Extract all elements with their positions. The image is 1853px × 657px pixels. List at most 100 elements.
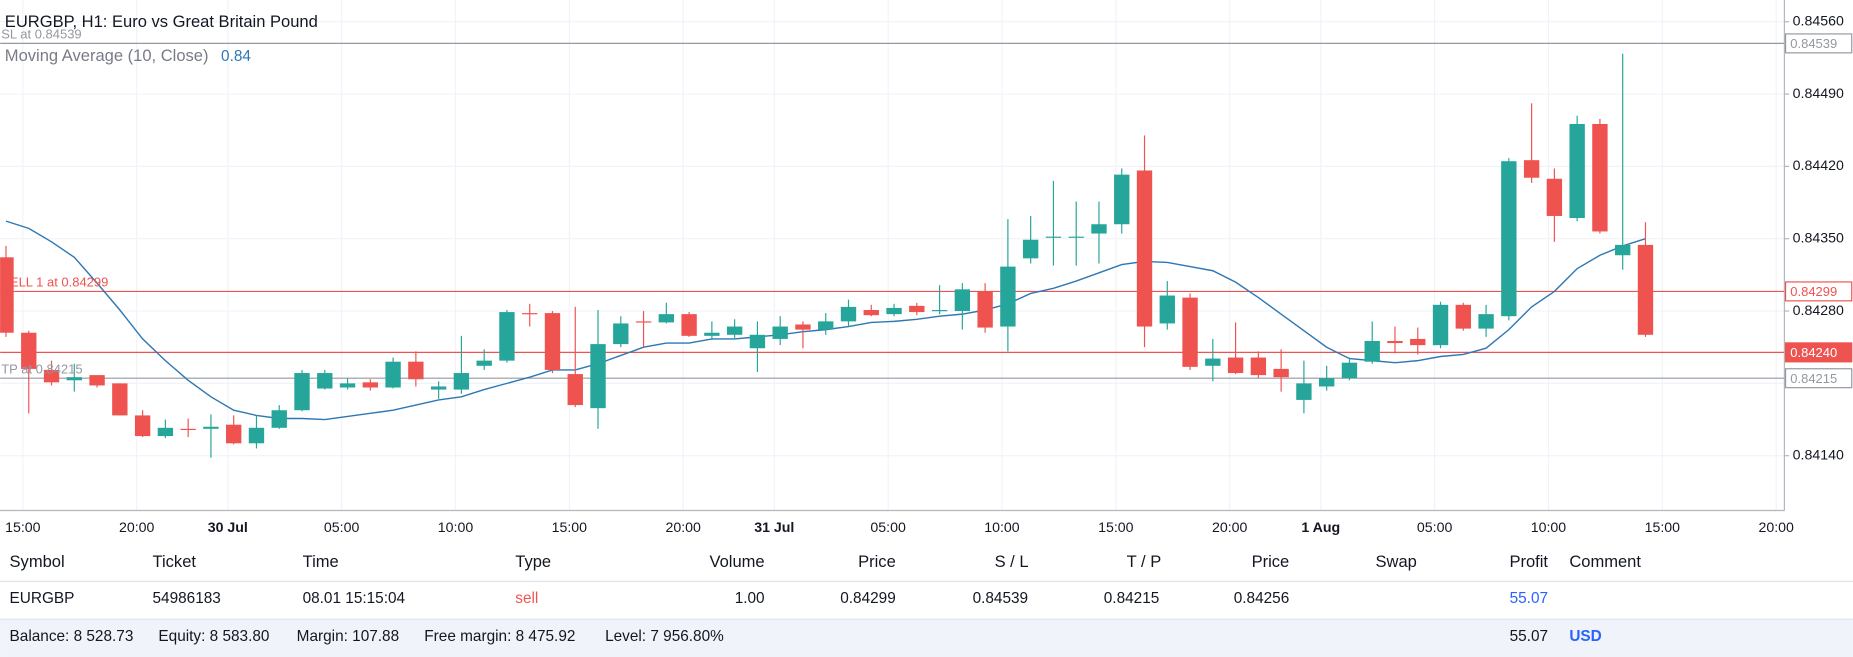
level-label: SELL 1 at 0.84299 <box>1 275 108 290</box>
x-tick-label: 30 Jul <box>208 520 248 536</box>
candle-body <box>157 427 174 437</box>
level-badge <box>1784 281 1853 302</box>
candle-body <box>1068 236 1084 238</box>
candle-body <box>248 427 265 444</box>
level-label: SL at 0.84539 <box>1 27 81 42</box>
y-tick-label: 0.84420 <box>1793 158 1844 174</box>
candle-body <box>1182 297 1198 367</box>
candle-body <box>795 324 811 330</box>
candle-body <box>635 321 652 323</box>
candle-body <box>1091 224 1107 234</box>
order-levels: SL at 0.84539 0.84539 SELL 1 at 0.84299 0.8… <box>1 27 1853 389</box>
candle-body <box>112 383 128 416</box>
candle-body <box>1615 244 1631 256</box>
candle-body <box>66 377 82 381</box>
status-item: Balance: 8 528.73 <box>10 628 134 645</box>
candle-body <box>1136 170 1153 327</box>
candle-body <box>909 305 925 313</box>
level-badge-label: 0.84299 <box>1790 284 1837 299</box>
status-profit: 55.07 <box>1510 628 1548 645</box>
x-tick-label: 20:00 <box>1212 520 1248 536</box>
table-cell: 0.84215 <box>1104 590 1160 607</box>
candle-body <box>226 424 242 444</box>
column-header: Price <box>1252 552 1290 571</box>
column-header: Volume <box>709 552 764 571</box>
plot-area <box>0 42 1785 458</box>
x-tick-label: 10:00 <box>984 520 1020 536</box>
status-item: Free margin: 8 475.92 <box>424 628 575 645</box>
column-header: Profit <box>1509 552 1548 571</box>
candle-body <box>1455 304 1471 329</box>
candle-body <box>408 361 424 380</box>
candle-body <box>499 312 515 361</box>
status-item: Level: 7 956.80% <box>605 628 724 645</box>
candle-body <box>180 428 196 431</box>
status-item: Margin: 107.88 <box>297 628 399 645</box>
grid <box>0 0 1785 511</box>
candle-body <box>1432 304 1449 346</box>
level-label: TP at 0.84215 <box>1 361 82 376</box>
column-header: S / L <box>995 552 1029 571</box>
y-tick-label: 0.84280 <box>1793 303 1844 319</box>
x-tick-label: 1 Aug <box>1301 520 1340 536</box>
x-tick-label: 05:00 <box>324 520 360 536</box>
candle-body <box>1296 383 1312 400</box>
table-cell: 08.01 15:15:04 <box>303 590 406 607</box>
candle-body <box>567 374 583 406</box>
candle-body <box>1478 314 1494 329</box>
candle-body <box>886 307 902 315</box>
y-tick-label: 0.84490 <box>1793 86 1844 102</box>
x-tick-label: 10:00 <box>438 520 474 536</box>
candle-body <box>544 313 561 370</box>
x-tick-label: 20:00 <box>119 520 155 536</box>
candle-body <box>21 332 37 369</box>
candle-body <box>863 310 879 316</box>
table-cell: EURGBP <box>10 590 75 607</box>
candle-body <box>522 313 538 315</box>
candle-body <box>954 289 971 312</box>
x-tick-label: 15:00 <box>1645 520 1681 536</box>
column-header: Swap <box>1376 552 1417 571</box>
table-cell: 0.84539 <box>973 590 1029 607</box>
candle-body <box>1250 357 1267 376</box>
x-tick-label: 15:00 <box>5 520 41 536</box>
column-header: Comment <box>1569 552 1641 571</box>
column-header: Type <box>515 552 551 571</box>
level-badge-label: 0.84215 <box>1790 371 1837 386</box>
candle-body <box>772 326 788 339</box>
candle-body <box>294 373 310 411</box>
candle-body <box>818 321 834 330</box>
table-cell: 0.84299 <box>840 590 896 607</box>
y-tick-label: 0.84560 <box>1793 13 1844 29</box>
candle-body <box>134 415 151 437</box>
orders-table: Symbol Ticket Time Type Volume Price S / L T / … <box>10 552 1642 645</box>
x-tick-label: 20:00 <box>1758 520 1794 536</box>
y-tick-label: 0.84350 <box>1793 230 1844 246</box>
level-badge <box>1784 33 1853 54</box>
column-header: Ticket <box>153 552 197 571</box>
candle-body <box>1000 266 1016 327</box>
chart-title: EURGBP, H1: Euro vs Great Britain Pound <box>5 12 318 31</box>
candle-body <box>1387 341 1403 344</box>
candle-body <box>590 344 606 409</box>
candle-body <box>1159 295 1175 324</box>
x-tick-label: 31 Jul <box>754 520 794 536</box>
x-tick-label: 05:00 <box>1417 520 1453 536</box>
candle-body <box>658 314 675 323</box>
table-cell: 0.84256 <box>1234 590 1290 607</box>
candle-body <box>476 360 492 366</box>
candle-body <box>977 291 993 328</box>
candle-body <box>704 332 720 336</box>
x-tick-label: 15:00 <box>1098 520 1134 536</box>
level-badge <box>1784 342 1853 363</box>
column-header: Time <box>303 552 339 571</box>
y-tick-label: 0.84140 <box>1793 447 1844 463</box>
candle-body <box>1546 178 1563 216</box>
candle-body <box>385 361 401 388</box>
candle-body <box>453 373 470 390</box>
table-cell: 54986183 <box>153 590 221 607</box>
table-cell: sell <box>515 590 538 607</box>
